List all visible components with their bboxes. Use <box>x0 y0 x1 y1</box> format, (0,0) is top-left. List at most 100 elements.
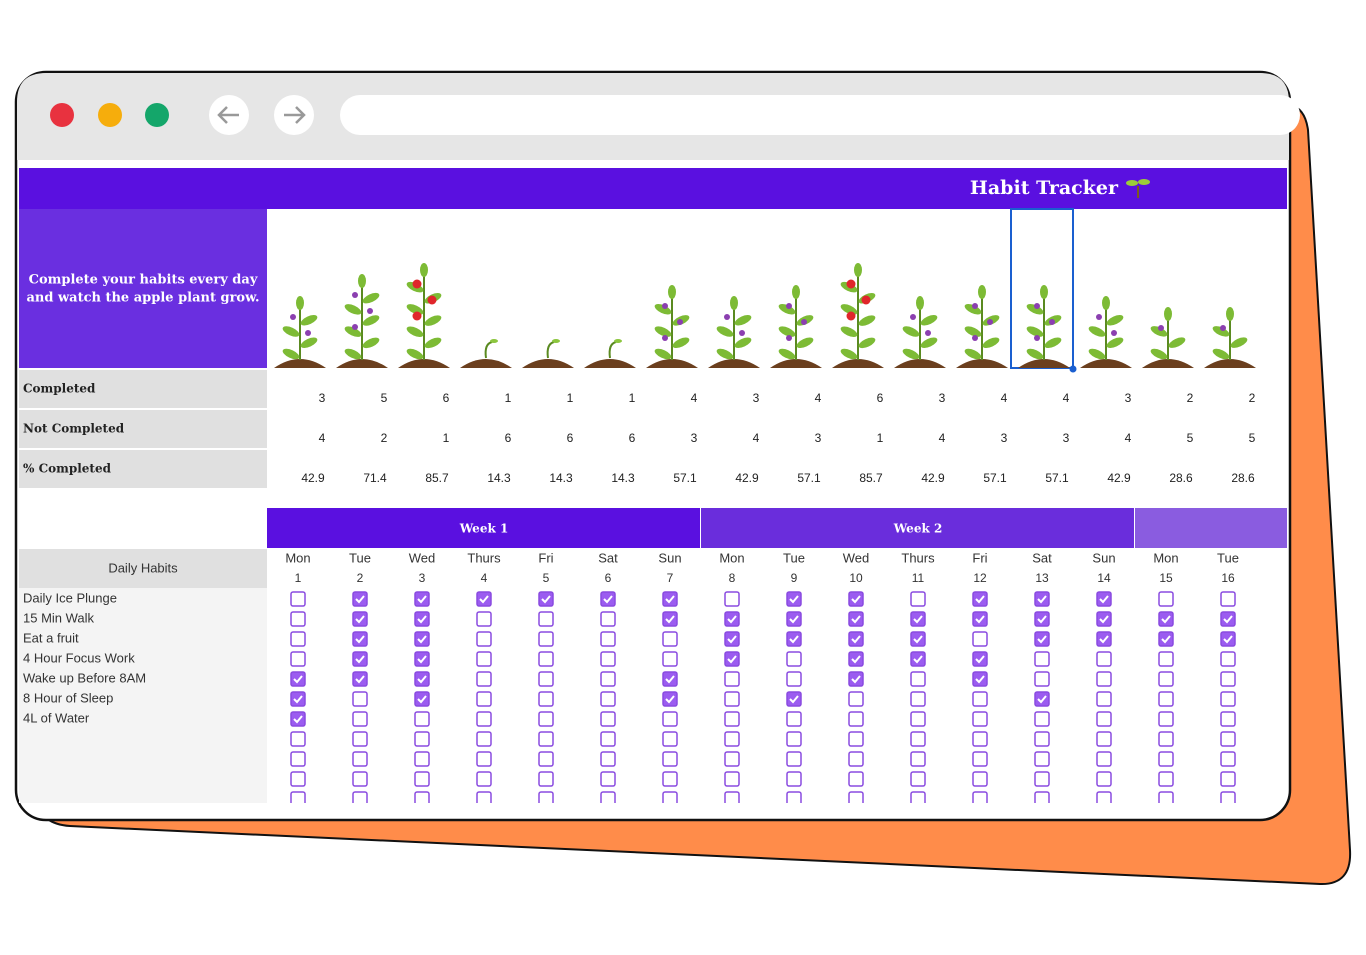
checkbox[interactable] <box>476 771 492 787</box>
checkbox[interactable] <box>910 591 926 607</box>
checkbox[interactable] <box>662 591 678 607</box>
checkbox[interactable] <box>724 791 740 806</box>
checkbox[interactable] <box>1034 691 1050 707</box>
checkbox[interactable] <box>786 631 802 647</box>
checkbox[interactable] <box>910 711 926 727</box>
forward-button[interactable] <box>274 95 314 135</box>
checkbox[interactable] <box>1034 751 1050 767</box>
checkbox[interactable] <box>1096 711 1112 727</box>
checkbox[interactable] <box>1220 731 1236 747</box>
checkbox[interactable] <box>290 651 306 667</box>
checkbox[interactable] <box>352 651 368 667</box>
checkbox[interactable] <box>1220 771 1236 787</box>
checkbox[interactable] <box>910 731 926 747</box>
checkbox[interactable] <box>414 651 430 667</box>
checkbox[interactable] <box>1096 691 1112 707</box>
checkbox[interactable] <box>352 731 368 747</box>
checkbox[interactable] <box>662 711 678 727</box>
checkbox[interactable] <box>786 591 802 607</box>
checkbox[interactable] <box>600 651 616 667</box>
checkbox[interactable] <box>786 771 802 787</box>
checkbox[interactable] <box>724 671 740 687</box>
checkbox[interactable] <box>786 651 802 667</box>
checkbox[interactable] <box>1158 711 1174 727</box>
selection-handle[interactable] <box>1069 365 1077 373</box>
checkbox[interactable] <box>972 731 988 747</box>
checkbox[interactable] <box>662 751 678 767</box>
checkbox[interactable] <box>724 771 740 787</box>
checkbox[interactable] <box>1096 651 1112 667</box>
checkbox[interactable] <box>414 611 430 627</box>
checkbox[interactable] <box>848 651 864 667</box>
checkbox[interactable] <box>1220 591 1236 607</box>
checkbox[interactable] <box>724 631 740 647</box>
checkbox[interactable] <box>848 771 864 787</box>
checkbox[interactable] <box>786 711 802 727</box>
checkbox[interactable] <box>1158 651 1174 667</box>
checkbox[interactable] <box>538 651 554 667</box>
checkbox[interactable] <box>724 591 740 607</box>
checkbox[interactable] <box>476 591 492 607</box>
checkbox[interactable] <box>662 651 678 667</box>
checkbox[interactable] <box>414 791 430 806</box>
checkbox[interactable] <box>1034 791 1050 806</box>
checkbox[interactable] <box>476 791 492 806</box>
checkbox[interactable] <box>538 731 554 747</box>
checkbox[interactable] <box>290 731 306 747</box>
checkbox[interactable] <box>290 791 306 806</box>
checkbox[interactable] <box>910 751 926 767</box>
checkbox[interactable] <box>538 611 554 627</box>
checkbox[interactable] <box>910 671 926 687</box>
checkbox[interactable] <box>724 751 740 767</box>
checkbox[interactable] <box>724 691 740 707</box>
checkbox[interactable] <box>1034 731 1050 747</box>
checkbox[interactable] <box>290 691 306 707</box>
checkbox[interactable] <box>724 711 740 727</box>
checkbox[interactable] <box>910 791 926 806</box>
checkbox[interactable] <box>600 631 616 647</box>
checkbox[interactable] <box>476 611 492 627</box>
checkbox[interactable] <box>1158 791 1174 806</box>
checkbox[interactable] <box>910 771 926 787</box>
checkbox[interactable] <box>972 751 988 767</box>
checkbox[interactable] <box>352 771 368 787</box>
checkbox[interactable] <box>910 631 926 647</box>
checkbox[interactable] <box>848 611 864 627</box>
checkbox[interactable] <box>972 771 988 787</box>
checkbox[interactable] <box>662 631 678 647</box>
checkbox[interactable] <box>662 771 678 787</box>
checkbox[interactable] <box>476 711 492 727</box>
checkbox[interactable] <box>1096 591 1112 607</box>
checkbox[interactable] <box>1096 631 1112 647</box>
checkbox[interactable] <box>290 591 306 607</box>
checkbox[interactable] <box>1158 591 1174 607</box>
checkbox[interactable] <box>414 731 430 747</box>
checkbox[interactable] <box>786 671 802 687</box>
checkbox[interactable] <box>538 711 554 727</box>
checkbox[interactable] <box>414 691 430 707</box>
checkbox[interactable] <box>1034 711 1050 727</box>
checkbox[interactable] <box>352 591 368 607</box>
checkbox[interactable] <box>1034 631 1050 647</box>
checkbox[interactable] <box>848 791 864 806</box>
checkbox[interactable] <box>972 631 988 647</box>
checkbox[interactable] <box>1220 691 1236 707</box>
checkbox[interactable] <box>600 591 616 607</box>
checkbox[interactable] <box>1096 671 1112 687</box>
checkbox[interactable] <box>1158 731 1174 747</box>
checkbox[interactable] <box>1220 631 1236 647</box>
checkbox[interactable] <box>662 691 678 707</box>
checkbox[interactable] <box>1034 611 1050 627</box>
checkbox[interactable] <box>662 611 678 627</box>
checkbox[interactable] <box>786 691 802 707</box>
address-bar[interactable] <box>340 95 1300 135</box>
checkbox[interactable] <box>724 731 740 747</box>
checkbox[interactable] <box>972 611 988 627</box>
checkbox[interactable] <box>910 651 926 667</box>
checkbox[interactable] <box>290 631 306 647</box>
checkbox[interactable] <box>290 751 306 767</box>
close-button[interactable] <box>50 103 74 127</box>
checkbox[interactable] <box>538 771 554 787</box>
checkbox[interactable] <box>1096 751 1112 767</box>
checkbox[interactable] <box>972 651 988 667</box>
